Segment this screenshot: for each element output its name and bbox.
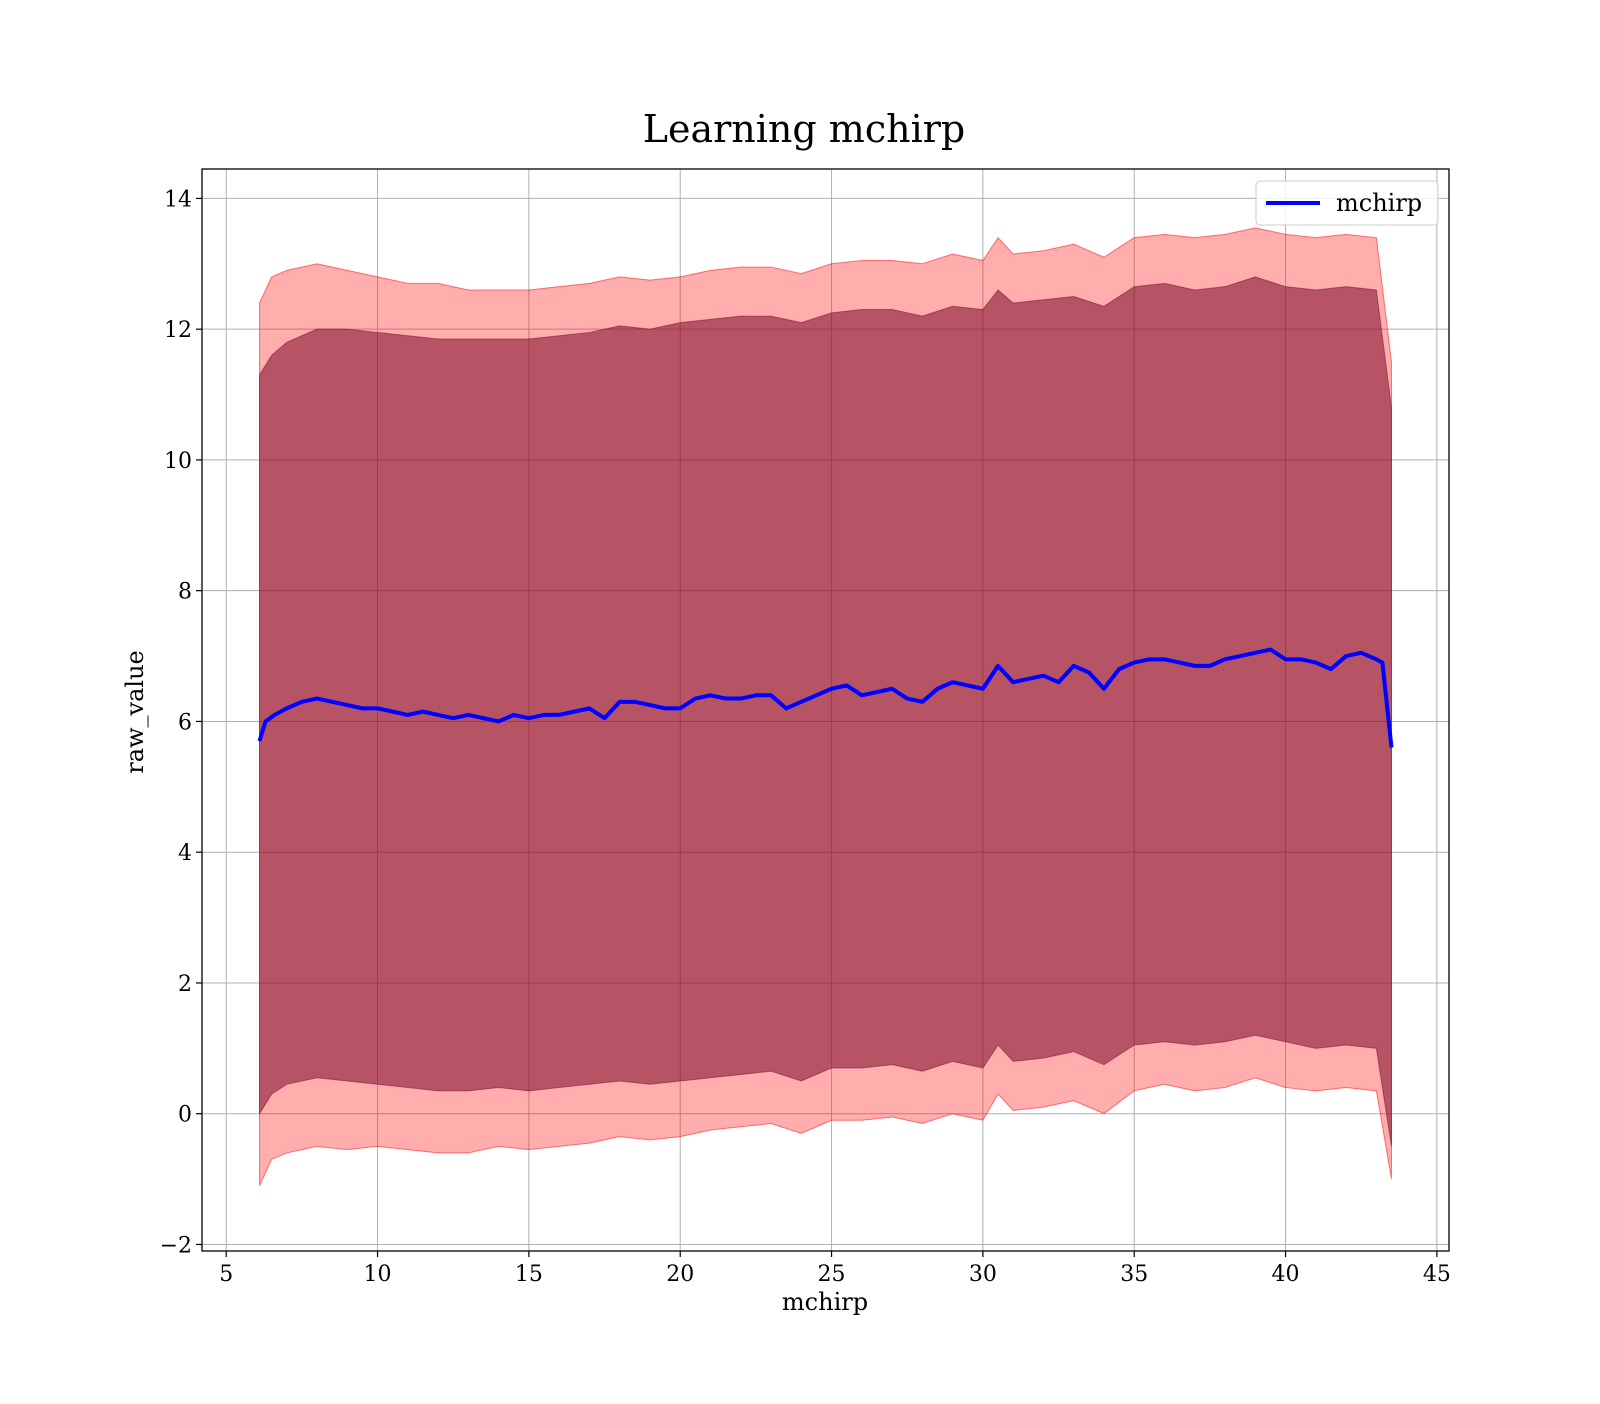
y-tick-label: −2 (160, 1233, 192, 1258)
x-tick-label: 35 (1120, 1262, 1148, 1287)
x-tick-label: 40 (1272, 1262, 1300, 1287)
x-axis-title: mchirp (782, 1288, 868, 1316)
x-tick-label: 5 (219, 1262, 233, 1287)
y-tick-label: 12 (164, 318, 192, 343)
series-lines (257, 647, 1394, 748)
y-tick-label: 14 (164, 187, 192, 212)
x-tick-label: 20 (666, 1262, 694, 1287)
y-tick-label: 6 (178, 710, 192, 735)
chart-title: Learning mchirp (643, 107, 965, 151)
legend-label-mchirp: mchirp (1336, 189, 1422, 217)
legend-box (1255, 180, 1439, 226)
y-axis-title: raw_value (121, 650, 149, 774)
confidence-band-2 (259, 276, 1392, 1147)
y-tick-label: 2 (178, 972, 192, 997)
axis-ticks: 5 10 15 20 25 30 35 40 45 −2 0 2 4 6 8 10 12 14 (160, 187, 1451, 1287)
bands (259, 227, 1392, 1186)
x-tick-label: 15 (515, 1262, 543, 1287)
y-tick-label: 10 (164, 449, 192, 474)
y-tick-label: 8 (178, 580, 192, 605)
legend: mchirp (1255, 180, 1439, 226)
x-tick-label: 45 (1423, 1262, 1451, 1287)
x-tick-label: 30 (969, 1262, 997, 1287)
x-tick-label: 25 (818, 1262, 846, 1287)
x-tick-label: 10 (364, 1262, 392, 1287)
y-tick-label: 0 (178, 1103, 192, 1128)
y-tick-label: 4 (178, 841, 192, 866)
series-line-mchirp (257, 647, 1394, 748)
plot-frame (201, 168, 1450, 1252)
